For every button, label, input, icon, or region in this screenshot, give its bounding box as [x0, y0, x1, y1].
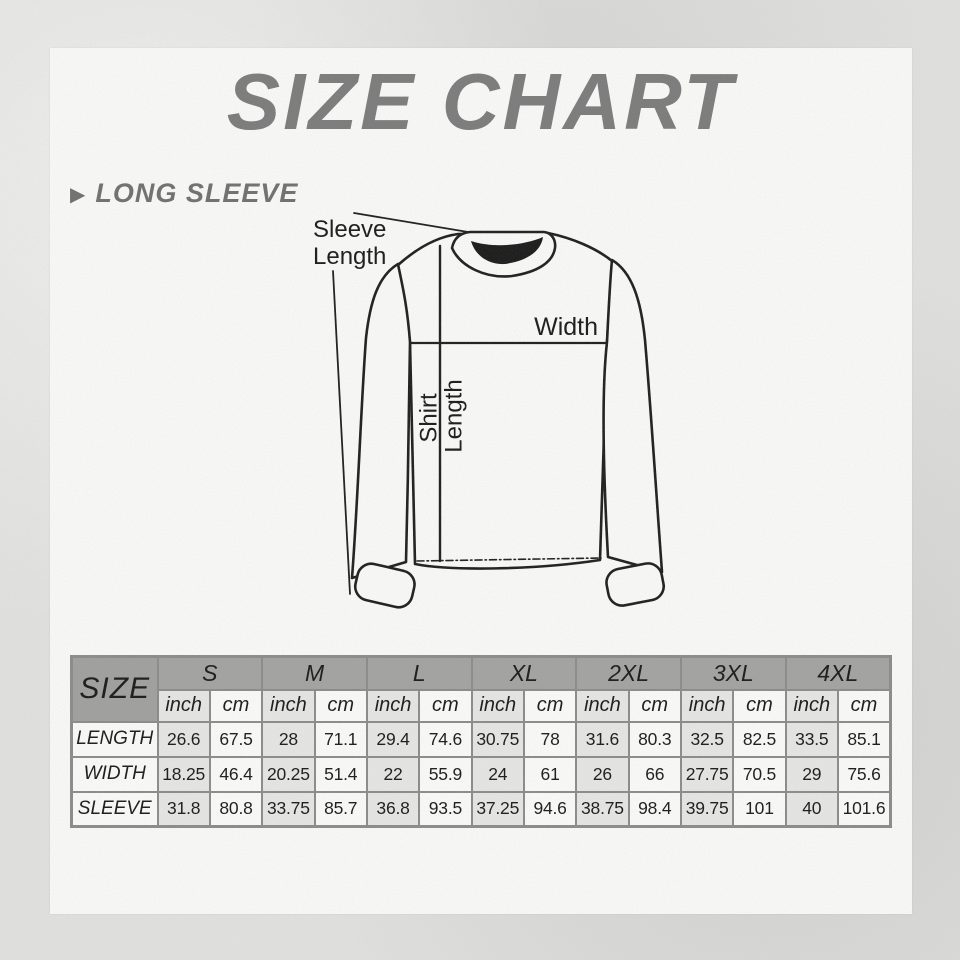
size-column-header: M [261, 655, 368, 691]
measurement-cell: 82.5 [732, 720, 787, 758]
shirt-length-label-shirt: Shirt [415, 393, 443, 443]
measurement-cell: 74.6 [418, 720, 473, 758]
unit-header-cm: cm [208, 688, 264, 723]
measurement-cell: 78 [522, 720, 578, 758]
row-label: SLEEVE [70, 790, 159, 828]
row-label: LENGTH [70, 720, 159, 758]
measurement-cell: 27.75 [679, 755, 735, 793]
shirt-length-label-length: Length [440, 379, 468, 453]
right-cuff [605, 562, 665, 607]
size-column-header: 4XL [784, 655, 892, 691]
measurement-cell: 51.4 [313, 755, 368, 793]
measurement-cell: 26 [575, 755, 630, 793]
sleeve-length-label-line1: Sleeve [313, 216, 387, 243]
left-cuff [353, 562, 416, 609]
measurement-cell: 80.8 [208, 790, 264, 828]
measurement-cell: 71.1 [313, 720, 368, 758]
measurement-cell: 40 [784, 790, 839, 828]
unit-header-inch: inch [575, 688, 630, 723]
sleeve-length-label: Sleeve Length [313, 216, 386, 270]
measurement-cell: 75.6 [836, 755, 892, 793]
size-table: SIZE S M L XL 2XL 3XL 4XL inch cm inch cm inch cm inch… [70, 655, 892, 828]
measurement-cell: 24 [470, 755, 525, 793]
sleeve-length-line [332, 270, 351, 595]
measurement-cell: 70.5 [732, 755, 787, 793]
left-sleeve [350, 262, 412, 580]
measurement-cell: 31.8 [156, 790, 211, 828]
measurement-cell: 66 [627, 755, 682, 793]
measurement-cell: 33.5 [784, 720, 839, 758]
measurement-cell: 38.75 [575, 790, 630, 828]
table-row: SLEEVE 31.8 80.8 33.75 85.7 36.8 93.5 37.25 94.6… [70, 790, 892, 828]
measurement-cell: 30.75 [470, 720, 525, 758]
measurement-cell: 28 [261, 720, 316, 758]
chart-panel: SIZE CHART ▶ LONG SLEEVE [50, 48, 912, 914]
measurement-cell: 61 [522, 755, 578, 793]
unit-header-inch: inch [261, 688, 316, 723]
size-table-body: SIZE S M L XL 2XL 3XL 4XL inch cm inch cm inch cm inch… [70, 655, 892, 828]
measurement-cell: 80.3 [627, 720, 682, 758]
unit-header-cm: cm [313, 688, 368, 723]
table-row: LENGTH 26.6 67.5 28 71.1 29.4 74.6 30.75 78 31.6 8… [70, 720, 892, 758]
section-label: LONG SLEEVE [95, 178, 299, 208]
size-column-header: XL [470, 655, 578, 691]
unit-header-cm: cm [418, 688, 473, 723]
unit-header-cm: cm [732, 688, 787, 723]
measurement-cell: 32.5 [679, 720, 735, 758]
measurement-cell: 29.4 [365, 720, 421, 758]
measurement-cell: 98.4 [627, 790, 682, 828]
measurement-cell: 26.6 [156, 720, 211, 758]
measurement-cell: 85.7 [313, 790, 368, 828]
measurement-cell: 46.4 [208, 755, 264, 793]
width-label: Width [534, 313, 598, 341]
size-column-header: 2XL [575, 655, 682, 691]
measurement-cell: 94.6 [522, 790, 578, 828]
measurement-cell: 36.8 [365, 790, 421, 828]
measurement-cell: 20.25 [261, 755, 316, 793]
unit-header-inch: inch [679, 688, 735, 723]
measurement-cell: 101 [732, 790, 787, 828]
triangle-marker-icon: ▶ [70, 183, 86, 206]
measurement-cell: 67.5 [208, 720, 264, 758]
row-label: WIDTH [70, 755, 159, 793]
measurement-cell: 55.9 [418, 755, 473, 793]
size-column-header: S [156, 655, 264, 691]
measurement-cell: 33.75 [261, 790, 316, 828]
sweatshirt-diagram: Sleeve Length Width Shirt Length [280, 190, 700, 640]
section-header: ▶ LONG SLEEVE [70, 178, 298, 209]
measurement-cell: 22 [365, 755, 421, 793]
unit-header-cm: cm [627, 688, 682, 723]
size-column-header: 3XL [679, 655, 787, 691]
size-column-header: L [365, 655, 473, 691]
size-table-corner-label: SIZE [70, 655, 159, 723]
unit-header-inch: inch [365, 688, 421, 723]
right-sleeve [602, 258, 664, 574]
measurement-cell: 101.6 [836, 790, 892, 828]
measurement-cell: 93.5 [418, 790, 473, 828]
unit-header-inch: inch [470, 688, 525, 723]
unit-header-inch: inch [784, 688, 839, 723]
measurement-cell: 37.25 [470, 790, 525, 828]
unit-header-inch: inch [156, 688, 211, 723]
unit-header-cm: cm [836, 688, 892, 723]
measurement-cell: 31.6 [575, 720, 630, 758]
measurement-cell: 18.25 [156, 755, 211, 793]
measurement-cell: 39.75 [679, 790, 735, 828]
unit-header-cm: cm [522, 688, 578, 723]
page-title: SIZE CHART [226, 57, 736, 146]
table-row: WIDTH 18.25 46.4 20.25 51.4 22 55.9 24 61 26 66 27.… [70, 755, 892, 793]
measurement-cell: 29 [784, 755, 839, 793]
measurement-cell: 85.1 [836, 720, 892, 758]
sleeve-length-label-line2: Length [313, 243, 387, 270]
